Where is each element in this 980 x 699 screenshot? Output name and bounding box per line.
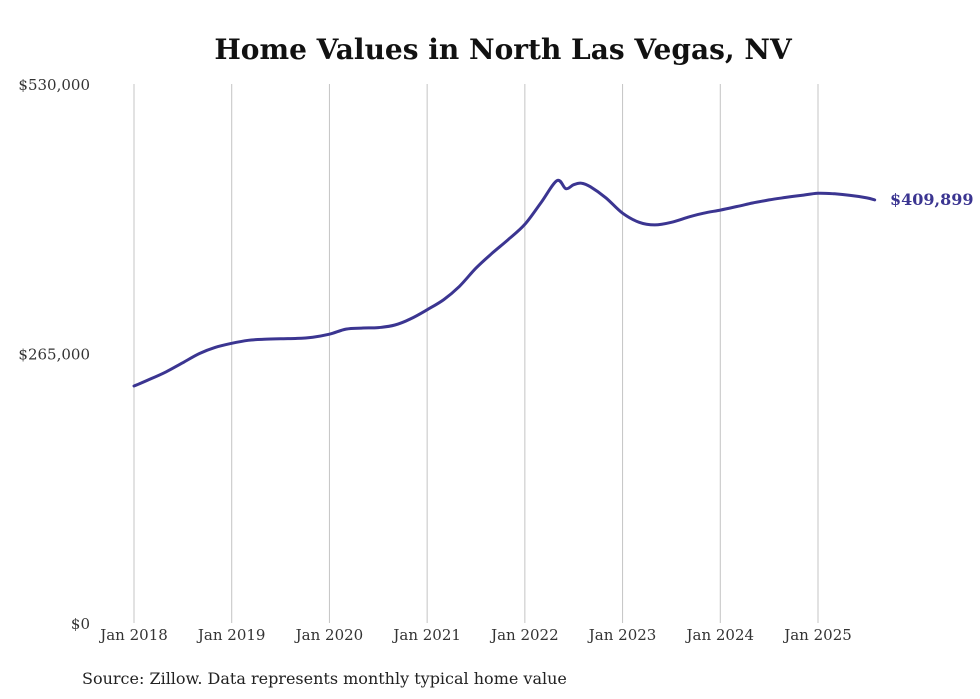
x-axis: Jan 2018 Jan 2019 Jan 2020 Jan 2021 Jan 2022… <box>98 626 852 644</box>
x-tick-label: Jan 2023 <box>587 626 657 644</box>
home-value-line <box>132 178 877 388</box>
x-tick-label: Jan 2019 <box>196 626 266 644</box>
y-axis: $0 $265,000 $530,000 <box>18 76 90 633</box>
y-tick-label: $0 <box>71 615 90 633</box>
end-value-label: $409,899 <box>890 190 974 209</box>
x-tick-label: Jan 2024 <box>685 626 755 644</box>
x-tick-label: Jan 2020 <box>294 626 364 644</box>
grid-lines <box>133 84 819 623</box>
x-tick-label: Jan 2025 <box>782 626 852 644</box>
source-note: Source: Zillow. Data represents monthly … <box>82 669 567 688</box>
y-tick-label: $530,000 <box>18 76 90 94</box>
x-tick-label: Jan 2018 <box>98 626 168 644</box>
y-tick-label: $265,000 <box>18 346 90 364</box>
x-tick-label: Jan 2021 <box>391 626 461 644</box>
chart-title: Home Values in North Las Vegas, NV <box>214 33 793 66</box>
x-tick-label: Jan 2022 <box>489 626 559 644</box>
